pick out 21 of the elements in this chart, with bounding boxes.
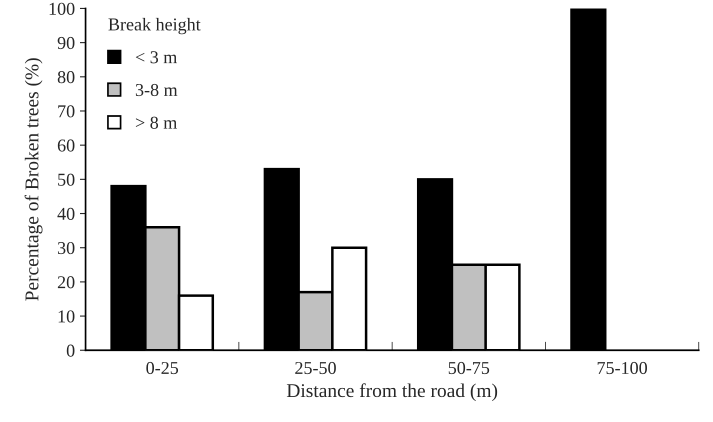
y-tick-label: 70 [58,105,74,118]
x-axis-title: Distance from the road (m) [286,383,498,402]
y-tick-label: 20 [58,276,74,288]
legend-label: > 8 m [136,116,178,129]
y-tick-label: 90 [58,36,74,50]
y-tick-label: 60 [58,139,74,152]
y-tick-label: 40 [57,208,74,220]
legend-title: Break height [108,18,201,34]
y-tick-label: 50 [58,174,74,186]
y-tick-label: 100 [50,2,74,15]
y-axis-title: Percentage of Broken trees (%) [24,58,43,301]
y-tick-label: 30 [58,242,74,254]
legend-label: < 3 m [136,51,178,64]
x-tick-label: 50-75 [448,362,490,374]
y-tick-label: 10 [58,310,74,323]
y-tick-label: 80 [58,71,74,84]
x-tick-label: 75-100 [598,362,647,374]
x-tick-label: 25-50 [295,362,336,374]
legend-label: 3-8 m [136,84,178,96]
x-tick-label: 0-25 [146,362,178,374]
y-tick-label: 0 [66,344,74,357]
